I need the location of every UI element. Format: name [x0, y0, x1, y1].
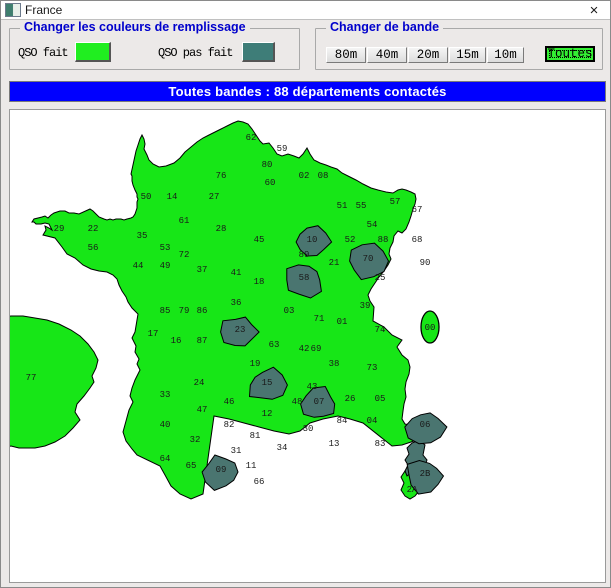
svg-text:17: 17 — [148, 329, 159, 339]
svg-text:47: 47 — [197, 405, 208, 415]
svg-text:12: 12 — [262, 409, 273, 419]
svg-text:86: 86 — [197, 306, 208, 316]
svg-text:02: 02 — [299, 171, 310, 181]
svg-text:34: 34 — [277, 443, 288, 453]
svg-text:51: 51 — [337, 201, 348, 211]
svg-text:41: 41 — [231, 268, 242, 278]
svg-text:38: 38 — [329, 359, 340, 369]
svg-text:67: 67 — [412, 205, 423, 215]
svg-text:85: 85 — [160, 306, 171, 316]
svg-text:74: 74 — [375, 325, 386, 335]
svg-text:23: 23 — [235, 325, 246, 335]
svg-text:14: 14 — [167, 192, 178, 202]
svg-text:42: 42 — [299, 344, 310, 354]
svg-text:59: 59 — [277, 144, 288, 154]
svg-text:31: 31 — [231, 446, 242, 456]
svg-text:80: 80 — [262, 160, 273, 170]
svg-text:2A: 2A — [407, 485, 418, 495]
svg-text:65: 65 — [186, 461, 197, 471]
svg-text:08: 08 — [318, 171, 329, 181]
svg-text:33: 33 — [160, 390, 171, 400]
svg-text:90: 90 — [420, 258, 431, 268]
svg-text:27: 27 — [209, 192, 220, 202]
svg-text:39: 39 — [360, 301, 371, 311]
svg-text:52: 52 — [345, 235, 356, 245]
svg-text:36: 36 — [231, 298, 242, 308]
svg-text:69: 69 — [311, 344, 322, 354]
svg-text:2B: 2B — [420, 469, 431, 479]
svg-text:15: 15 — [262, 378, 273, 388]
svg-text:10: 10 — [307, 235, 318, 245]
svg-text:24: 24 — [194, 378, 205, 388]
svg-text:81: 81 — [250, 431, 261, 441]
svg-text:21: 21 — [329, 258, 340, 268]
svg-text:71: 71 — [314, 314, 325, 324]
svg-text:25: 25 — [375, 273, 386, 283]
svg-text:79: 79 — [179, 306, 190, 316]
svg-text:30: 30 — [303, 424, 314, 434]
svg-text:46: 46 — [224, 397, 235, 407]
svg-text:82: 82 — [224, 420, 235, 430]
svg-text:28: 28 — [216, 224, 227, 234]
svg-text:16: 16 — [171, 336, 182, 346]
svg-text:60: 60 — [265, 178, 276, 188]
svg-text:26: 26 — [345, 394, 356, 404]
svg-text:54: 54 — [367, 220, 378, 230]
svg-text:56: 56 — [88, 243, 99, 253]
svg-text:84: 84 — [337, 416, 348, 426]
svg-text:62: 62 — [246, 133, 257, 143]
svg-text:07: 07 — [314, 397, 325, 407]
svg-text:66: 66 — [254, 477, 265, 487]
svg-text:03: 03 — [284, 306, 295, 316]
svg-text:72: 72 — [179, 250, 190, 260]
svg-text:49: 49 — [160, 261, 171, 271]
svg-text:19: 19 — [250, 359, 261, 369]
svg-text:22: 22 — [88, 224, 99, 234]
svg-text:70: 70 — [363, 254, 374, 264]
svg-text:61: 61 — [179, 216, 190, 226]
svg-text:05: 05 — [375, 394, 386, 404]
svg-text:83: 83 — [375, 439, 386, 449]
svg-text:73: 73 — [367, 363, 378, 373]
svg-text:58: 58 — [299, 273, 310, 283]
svg-text:40: 40 — [160, 420, 171, 430]
svg-text:37: 37 — [197, 265, 208, 275]
svg-text:77: 77 — [26, 373, 37, 383]
svg-text:55: 55 — [356, 201, 367, 211]
svg-text:29: 29 — [54, 224, 65, 234]
svg-text:68: 68 — [412, 235, 423, 245]
svg-text:35: 35 — [137, 231, 148, 241]
svg-text:89: 89 — [299, 250, 310, 260]
svg-text:11: 11 — [246, 461, 257, 471]
svg-text:64: 64 — [160, 454, 171, 464]
svg-text:53: 53 — [160, 243, 171, 253]
svg-text:32: 32 — [190, 435, 201, 445]
svg-text:45: 45 — [254, 235, 265, 245]
svg-text:88: 88 — [378, 235, 389, 245]
svg-text:50: 50 — [141, 192, 152, 202]
svg-text:09: 09 — [216, 465, 227, 475]
svg-text:76: 76 — [216, 171, 227, 181]
svg-text:63: 63 — [269, 340, 280, 350]
svg-text:87: 87 — [197, 336, 208, 346]
svg-text:57: 57 — [390, 197, 401, 207]
svg-text:18: 18 — [254, 277, 265, 287]
svg-text:13: 13 — [329, 439, 340, 449]
svg-text:00: 00 — [425, 323, 436, 333]
svg-text:43: 43 — [307, 382, 318, 392]
svg-text:04: 04 — [367, 416, 378, 426]
svg-text:48: 48 — [292, 397, 303, 407]
svg-text:44: 44 — [133, 261, 144, 271]
svg-text:01: 01 — [337, 317, 348, 327]
svg-text:06: 06 — [420, 420, 431, 430]
